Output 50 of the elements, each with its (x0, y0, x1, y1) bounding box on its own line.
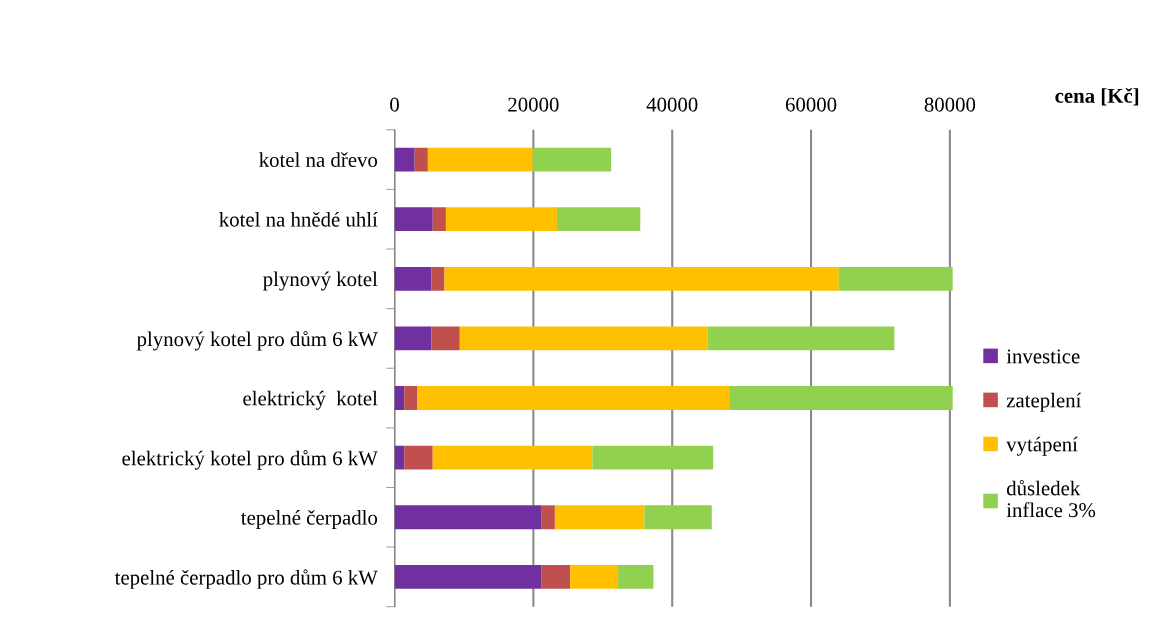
x-axis-title: cena [Kč] (1055, 87, 1139, 106)
bar (838, 266, 953, 291)
bar (427, 147, 533, 172)
legend-label: investice (1006, 349, 1080, 364)
bar (459, 326, 708, 351)
bar (556, 207, 641, 232)
bar (431, 326, 460, 351)
y-tick-label: plynový kotel pro dům 6 kW (136, 330, 378, 351)
bar (592, 445, 714, 470)
bar (554, 505, 645, 530)
bar (644, 505, 712, 530)
bar (532, 147, 612, 172)
bar (394, 266, 432, 291)
bar (444, 266, 839, 291)
y-tick-label: plynový kotel (263, 271, 378, 291)
bar (394, 326, 432, 351)
bar (394, 445, 405, 470)
x-tick-label: 20000 (508, 97, 559, 112)
bar (707, 326, 895, 351)
x-tick-label: 60000 (785, 97, 837, 112)
y-tick-label: tepelné čerpadlo pro dům 6 kW (114, 569, 378, 589)
bar (417, 386, 730, 410)
bar (394, 505, 542, 530)
x-tick-label: 0 (390, 97, 399, 112)
y-tick-label: kotel na hnědé uhlí (219, 211, 378, 227)
bar (394, 207, 433, 232)
y-tick-label: kotel na dřevo (259, 152, 378, 168)
y-tick-label: elektrický kotel pro dům 6 kW (122, 450, 378, 470)
legend-label: vytápení (1006, 436, 1078, 456)
bar (404, 445, 433, 470)
bar (394, 386, 405, 410)
bar (570, 564, 619, 589)
bar (445, 207, 557, 232)
y-tick-label: tepelné čerpadlo (241, 510, 378, 529)
bar (431, 266, 445, 291)
bar (394, 564, 542, 589)
bar (394, 147, 415, 172)
bar (541, 564, 571, 589)
x-tick-label: 80000 (924, 97, 976, 112)
bar (432, 207, 446, 232)
legend-label: zateplení (1006, 392, 1082, 412)
legend-label: důsledek inflace 3% (1006, 480, 1096, 518)
y-tick-label: elektrický kotel (243, 390, 378, 410)
bar (541, 505, 555, 530)
bar (618, 564, 654, 589)
bar (404, 386, 418, 410)
bar (414, 147, 428, 172)
bar (432, 445, 593, 470)
bar (729, 386, 953, 410)
x-tick-label: 40000 (646, 97, 698, 112)
